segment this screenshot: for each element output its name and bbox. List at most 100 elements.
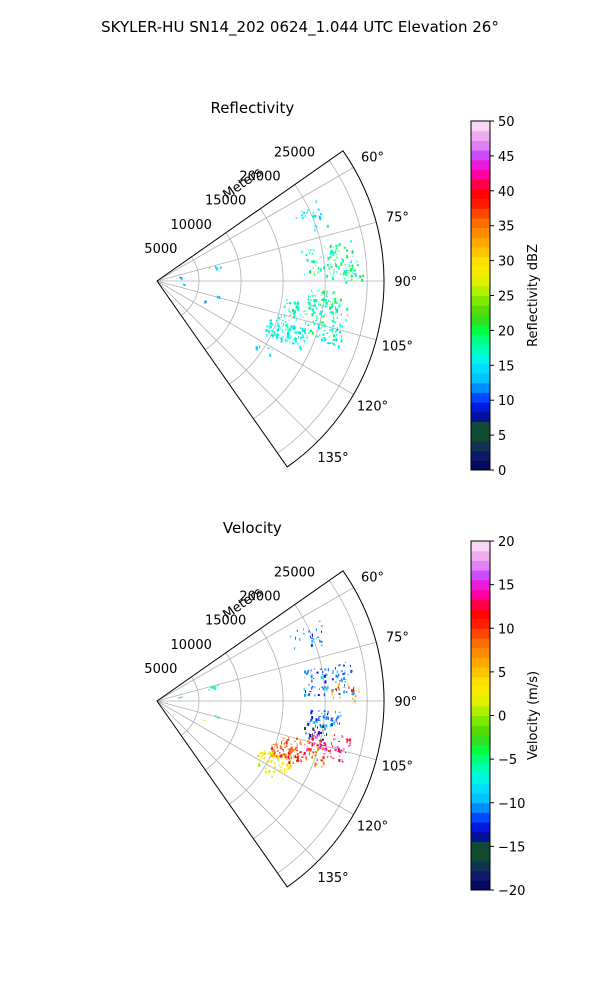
- data-point: [303, 212, 306, 215]
- data-point: [295, 217, 298, 219]
- data-point: [276, 750, 279, 752]
- data-point: [331, 693, 333, 696]
- data-point: [331, 307, 333, 308]
- data-point: [309, 720, 311, 724]
- data-point: [312, 320, 314, 323]
- data-point: [313, 686, 316, 688]
- data-point: [284, 754, 287, 755]
- data-point: [319, 719, 321, 721]
- data-point: [315, 200, 317, 204]
- data-point: [271, 750, 273, 752]
- data-point: [313, 322, 315, 326]
- grid-arc: [229, 208, 284, 385]
- data-point: [280, 328, 282, 330]
- panel-title: Reflectivity: [210, 99, 294, 117]
- data-point: [307, 749, 309, 751]
- data-point: [286, 339, 288, 343]
- data-point: [204, 720, 206, 722]
- data-point: [298, 759, 300, 762]
- data-point: [283, 760, 285, 762]
- data-point: [338, 243, 341, 247]
- data-point: [313, 668, 315, 670]
- data-point: [220, 266, 222, 269]
- data-point: [306, 211, 308, 215]
- colorbar-segment: [471, 373, 490, 384]
- grid-spoke: [156, 700, 318, 862]
- data-point: [268, 760, 270, 763]
- data-point: [283, 306, 285, 309]
- data-point: [329, 312, 332, 314]
- data-point: [320, 327, 322, 330]
- data-point: [329, 301, 332, 303]
- colorbar-segment: [471, 686, 490, 697]
- data-point: [324, 712, 326, 716]
- data-point: [322, 756, 325, 760]
- data-point: [300, 349, 302, 351]
- data-point: [319, 303, 321, 306]
- data-point: [298, 345, 300, 347]
- data-point: [330, 264, 332, 266]
- data-point: [274, 762, 276, 765]
- data-point: [256, 346, 258, 348]
- data-point: [351, 278, 353, 282]
- data-point: [339, 722, 340, 725]
- data-point: [349, 262, 352, 263]
- data-point: [322, 687, 324, 690]
- data-point: [289, 329, 291, 331]
- data-point: [307, 722, 310, 726]
- data-point: [179, 697, 181, 699]
- data-point: [325, 749, 328, 752]
- data-point: [183, 284, 186, 286]
- data-point: [336, 270, 338, 273]
- colorbar-tick-label: 5: [498, 429, 506, 444]
- data-point: [281, 741, 282, 745]
- data-point: [326, 690, 328, 692]
- data-point: [312, 252, 314, 255]
- data-point: [313, 638, 315, 640]
- data-point: [303, 310, 305, 312]
- data-point: [299, 638, 301, 641]
- data-point: [288, 761, 291, 765]
- data-point: [332, 251, 335, 254]
- data-point: [303, 340, 306, 342]
- data-point: [330, 755, 332, 758]
- data-point: [331, 742, 332, 746]
- data-point: [347, 314, 349, 316]
- data-point: [339, 755, 341, 758]
- colorbar-tick-label: 50: [498, 115, 515, 130]
- data-point: [287, 329, 289, 333]
- data-point: [322, 745, 325, 746]
- data-point: [313, 298, 316, 300]
- colorbar-segment: [471, 121, 490, 132]
- data-point: [326, 274, 329, 278]
- data-point: [339, 326, 342, 328]
- colorbar-tick-label: −5: [498, 753, 517, 768]
- data-point: [261, 752, 264, 755]
- data-point: [331, 249, 334, 253]
- data-point: [325, 324, 327, 327]
- data-point: [341, 736, 344, 738]
- data-point: [314, 320, 317, 322]
- data-point: [301, 217, 304, 220]
- data-point: [339, 298, 342, 302]
- data-point: [322, 724, 324, 726]
- data-point: [327, 710, 329, 714]
- data-point: [330, 266, 333, 269]
- data-point: [288, 748, 291, 750]
- data-point: [307, 740, 310, 742]
- data-point: [308, 295, 310, 299]
- data-point: [296, 753, 299, 756]
- data-point: [270, 760, 272, 764]
- colorbar: −20 −15 −10 −5 0 5 10 15 20 Velocity (m/s): [470, 535, 541, 899]
- data-point: [295, 636, 296, 640]
- data-point: [307, 670, 309, 674]
- colorbar-segment: [471, 353, 490, 364]
- data-point: [308, 332, 310, 335]
- data-point: [257, 754, 260, 757]
- data-point: [319, 256, 322, 258]
- data-point: [311, 686, 313, 690]
- data-point: [349, 269, 352, 271]
- data-point: [318, 301, 320, 303]
- data-point: [311, 755, 313, 759]
- data-point: [269, 353, 272, 357]
